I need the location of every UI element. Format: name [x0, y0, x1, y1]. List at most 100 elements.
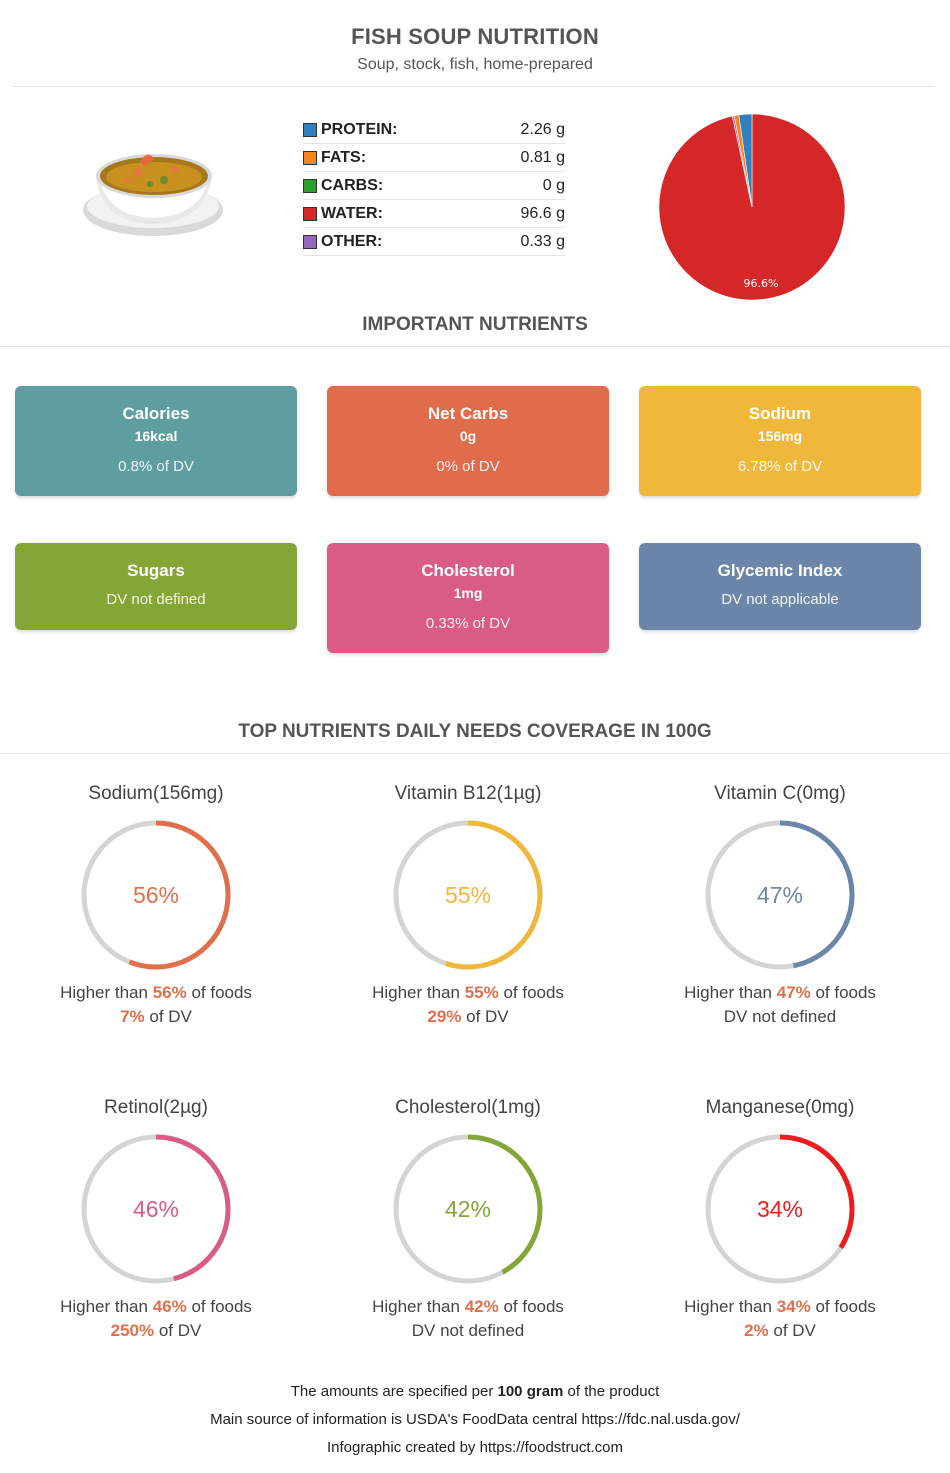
- card-name: Sugars: [127, 561, 185, 580]
- coverage-dv: 29% of DV: [427, 1007, 509, 1026]
- coverage-higher-than: Higher than 34% of foods: [684, 1297, 876, 1316]
- card-dv: 6.78% of DV: [737, 458, 823, 475]
- card-dv: 0.33% of DV: [425, 615, 511, 632]
- card-glycemic-index: Glycemic Index DV not applicable: [639, 543, 921, 630]
- macro-value: 0.81 g: [520, 148, 565, 166]
- card-dv: 0% of DV: [436, 458, 500, 475]
- macro-value: 96.6 g: [520, 204, 565, 222]
- macro-row-water: WATER: 96.6 g: [303, 200, 565, 228]
- macro-value: 2.26 g: [520, 120, 565, 138]
- coverage-donut: 56%: [81, 820, 231, 970]
- coverage-higher-than: Higher than 42% of foods: [372, 1297, 564, 1316]
- coverage-nutrient-name: Sodium(156mg): [88, 783, 224, 804]
- donut-arc: [81, 820, 231, 970]
- macro-row-fats: FATS: 0.81 g: [303, 144, 565, 172]
- divider: [0, 753, 950, 754]
- card-amount: 0g: [459, 428, 477, 444]
- donut-arc: [705, 1134, 855, 1284]
- coverage-dv: 250% of DV: [110, 1321, 202, 1340]
- macro-pie-chart: 96.6%: [658, 113, 846, 301]
- pie-slice-label: 96.6%: [744, 277, 779, 290]
- card-net-carbs: Net Carbs 0g 0% of DV: [327, 386, 609, 496]
- macro-row-protein: PROTEIN: 2.26 g: [303, 116, 565, 144]
- macro-label: FATS:: [321, 148, 367, 166]
- card-name: Glycemic Index: [717, 561, 843, 580]
- footer-credit: Infographic created by https://foodstruc…: [327, 1439, 623, 1456]
- donut-arc: [81, 1134, 231, 1284]
- footer-source: Main source of information is USDA's Foo…: [210, 1411, 740, 1428]
- header: FISH SOUP NUTRITION Soup, stock, fish, h…: [0, 24, 950, 74]
- footer: The amounts are specified per 100 gram o…: [0, 1378, 950, 1462]
- page-title: FISH SOUP NUTRITION: [351, 24, 599, 49]
- coverage-item: Vitamin B12(1µg) 55% Higher than 55% of fo…: [318, 783, 618, 1027]
- macro-value: 0.33 g: [520, 232, 565, 250]
- coverage-donut: 55%: [393, 820, 543, 970]
- footer-text: The amounts are specified per: [290, 1383, 498, 1400]
- card-sodium: Sodium 156mg 6.78% of DV: [639, 386, 921, 496]
- card-calories: Calories 16kcal 0.8% of DV: [15, 386, 297, 496]
- card-name: Calories: [122, 404, 190, 423]
- card-amount: 1mg: [453, 585, 483, 601]
- other-swatch: [303, 234, 317, 249]
- donut-percent-label: 42%: [445, 1196, 491, 1222]
- donut-percent-label: 46%: [133, 1196, 179, 1222]
- coverage-item: Cholesterol(1mg) 42% Higher than 42% of fo…: [318, 1097, 618, 1341]
- coverage-title: TOP NUTRIENTS DAILY NEEDS COVERAGE IN 10…: [238, 721, 712, 742]
- coverage-item: Sodium(156mg) 56% Higher than 56% of foods…: [6, 783, 306, 1027]
- footer-text: of the product: [563, 1383, 660, 1400]
- macro-label: WATER:: [321, 204, 383, 222]
- soup-bowl-icon: [83, 154, 223, 236]
- macro-label: PROTEIN:: [321, 120, 398, 138]
- donut-percent-label: 55%: [445, 882, 491, 908]
- card-amount: 16kcal: [134, 428, 178, 444]
- macro-table: PROTEIN: 2.26 g FATS: 0.81 g CARBS: 0 g …: [303, 116, 565, 256]
- important-nutrients-title: IMPORTANT NUTRIENTS: [362, 314, 588, 335]
- protein-swatch: [303, 122, 317, 137]
- card-cholesterol: Cholesterol 1mg 0.33% of DV: [327, 543, 609, 653]
- divider: [12, 86, 934, 87]
- coverage-donut: 46%: [81, 1134, 231, 1284]
- card-name: Cholesterol: [421, 561, 515, 580]
- divider: [0, 346, 950, 347]
- card-dv: DV not applicable: [721, 591, 839, 608]
- footer-bold: 100 gram: [497, 1383, 564, 1400]
- macro-value: 0 g: [542, 176, 565, 194]
- coverage-nutrient-name: Vitamin C(0mg): [714, 783, 846, 804]
- coverage-higher-than: Higher than 56% of foods: [60, 983, 252, 1002]
- card-name: Net Carbs: [427, 404, 509, 423]
- coverage-donut: 34%: [705, 1134, 855, 1284]
- coverage-nutrient-name: Retinol(2µg): [104, 1097, 208, 1118]
- coverage-dv: 7% of DV: [120, 1007, 192, 1026]
- fats-swatch: [303, 150, 317, 165]
- coverage-higher-than: Higher than 46% of foods: [60, 1297, 252, 1316]
- coverage-nutrient-name: Manganese(0mg): [705, 1097, 855, 1118]
- card-dv: 0.8% of DV: [118, 458, 194, 475]
- footer-amounts-note: The amounts are specified per 100 gram o…: [0, 1378, 950, 1406]
- card-amount: 156mg: [757, 428, 803, 444]
- coverage-dv: DV not defined: [411, 1321, 525, 1340]
- card-dv: DV not defined: [106, 591, 206, 608]
- coverage-dv: DV not defined: [723, 1007, 837, 1026]
- coverage-item: Retinol(2µg) 46% Higher than 46% of foods 2…: [6, 1097, 306, 1341]
- coverage-item: Manganese(0mg) 34% Higher than 34% of food…: [630, 1097, 930, 1341]
- macro-label: CARBS:: [321, 176, 384, 194]
- donut-arc: [393, 820, 543, 970]
- coverage-donut: 42%: [393, 1134, 543, 1284]
- coverage-higher-than: Higher than 55% of foods: [372, 983, 564, 1002]
- card-sugars: Sugars DV not defined: [15, 543, 297, 630]
- coverage-nutrient-name: Cholesterol(1mg): [395, 1097, 541, 1118]
- coverage-higher-than: Higher than 47% of foods: [684, 983, 876, 1002]
- water-swatch: [303, 206, 317, 221]
- donut-percent-label: 56%: [133, 882, 179, 908]
- coverage-dv: 2% of DV: [744, 1321, 816, 1340]
- donut-percent-label: 34%: [757, 1196, 803, 1222]
- donut-percent-label: 47%: [757, 882, 803, 908]
- coverage-item: Vitamin C(0mg) 47% Higher than 47% of food…: [630, 783, 930, 1027]
- page-subtitle: Soup, stock, fish, home-prepared: [357, 56, 593, 73]
- macro-label: OTHER:: [321, 232, 383, 250]
- coverage-donut: 47%: [705, 820, 855, 970]
- macro-row-other: OTHER: 0.33 g: [303, 228, 565, 256]
- card-name: Sodium: [748, 404, 812, 423]
- carbs-swatch: [303, 178, 317, 193]
- macro-row-carbs: CARBS: 0 g: [303, 172, 565, 200]
